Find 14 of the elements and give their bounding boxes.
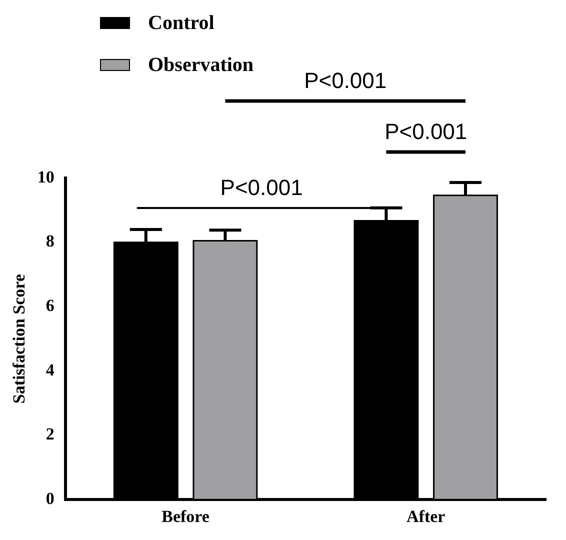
text: P<0.001 [304,68,387,94]
y-tick-label: 10 [37,167,54,186]
legend-label: Observation [148,54,254,76]
y-tick-label: 0 [46,488,54,508]
y-tick-label: 8 [46,232,54,251]
annotation: P<0.001 [220,175,303,200]
legend-label: Control [148,12,214,34]
y-tick-label: 6 [46,296,54,316]
y-tick-label: 2 [46,424,54,444]
y-axis-title: Satisfaction Score [10,274,29,404]
y-tick-label: 4 [46,360,55,380]
text: P<0.001 [384,119,468,144]
x-tick-label: After [406,507,446,526]
x-tick-label: Before [162,507,210,526]
